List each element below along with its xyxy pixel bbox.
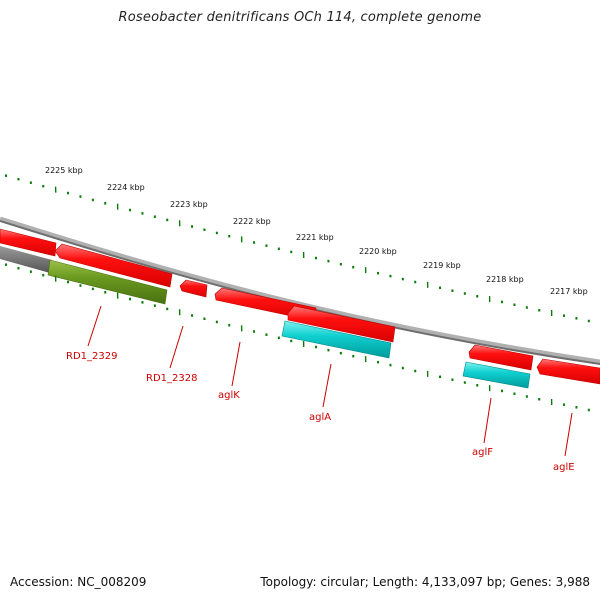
gene-label[interactable]: RD1_2328 (146, 373, 197, 384)
ruler-label: 2220 kbp (359, 247, 397, 256)
genome-backbone (0, 216, 600, 365)
gene-block-cyan[interactable] (462, 361, 531, 389)
reverse-strand-features (0, 246, 531, 389)
gene-arrow[interactable] (0, 228, 57, 257)
gene-label[interactable]: aglE (553, 462, 575, 473)
ruler-label: 2217 kbp (550, 287, 588, 296)
gene-arrow[interactable] (179, 279, 208, 298)
forward-strand-genes (0, 228, 600, 385)
ruler-labels: 2225 kbp 2224 kbp 2223 kbp 2222 kbp 2221… (45, 166, 588, 296)
gene-label[interactable]: aglK (218, 390, 240, 401)
ruler-label: 2218 kbp (486, 275, 524, 284)
gene-label[interactable]: aglA (309, 412, 331, 423)
gene-block-green[interactable] (47, 259, 168, 305)
ruler-label: 2225 kbp (45, 166, 83, 175)
map-title: Roseobacter denitrificans OCh 114, compl… (118, 10, 482, 25)
genome-backbone-shade (0, 220, 600, 365)
gene-arrow[interactable] (54, 243, 173, 288)
gene-label[interactable]: RD1_2329 (66, 351, 117, 362)
label-leaders (87, 305, 573, 457)
gene-block-gray[interactable] (0, 246, 52, 273)
genome-summary-text: Topology: circular; Length: 4,133,097 bp… (260, 575, 590, 589)
gene-arrow[interactable] (536, 358, 600, 385)
gene-label[interactable]: aglF (472, 447, 493, 458)
gene-block-cyan[interactable] (281, 320, 392, 359)
ruler-label: 2221 kbp (296, 233, 334, 242)
accession-text: Accession: NC_008209 (10, 575, 147, 589)
ruler-label: 2224 kbp (107, 183, 145, 192)
ruler-label: 2222 kbp (233, 217, 271, 226)
outer-ruler (5, 174, 590, 323)
ruler-label: 2219 kbp (423, 261, 461, 270)
gene-labels: RD1_2329 RD1_2328 aglK aglA aglF aglE (66, 351, 575, 473)
inner-ruler (5, 263, 590, 412)
ruler-label: 2223 kbp (170, 200, 208, 209)
gene-arrow[interactable] (287, 305, 396, 343)
gene-arrow[interactable] (468, 344, 534, 371)
